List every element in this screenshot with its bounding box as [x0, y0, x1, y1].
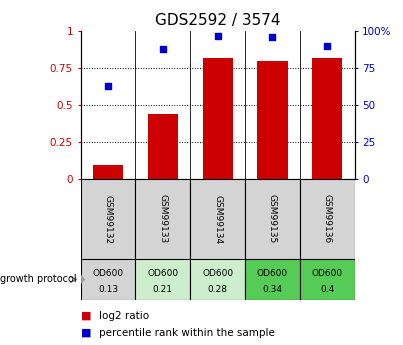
Title: GDS2592 / 3574: GDS2592 / 3574 — [155, 13, 280, 29]
Bar — [312, 58, 342, 179]
Text: GSM99136: GSM99136 — [323, 195, 332, 244]
Bar — [148, 114, 178, 179]
Bar — [190, 179, 245, 259]
Text: OD600: OD600 — [312, 269, 343, 278]
Text: OD600: OD600 — [202, 269, 233, 278]
Bar — [258, 61, 287, 179]
Bar — [245, 179, 300, 259]
Text: 0.4: 0.4 — [320, 285, 334, 294]
Point — [269, 34, 276, 40]
Text: OD600: OD600 — [147, 269, 179, 278]
Bar — [81, 179, 135, 259]
Text: 0.28: 0.28 — [208, 285, 228, 294]
Text: GSM99135: GSM99135 — [268, 195, 277, 244]
Bar — [300, 259, 355, 300]
Text: 0.21: 0.21 — [153, 285, 173, 294]
Text: GSM99133: GSM99133 — [158, 195, 167, 244]
Bar — [190, 259, 245, 300]
Text: 0.34: 0.34 — [262, 285, 283, 294]
Text: percentile rank within the sample: percentile rank within the sample — [99, 328, 274, 338]
Bar — [245, 259, 300, 300]
Bar — [81, 259, 135, 300]
Text: OD600: OD600 — [257, 269, 288, 278]
Point — [160, 46, 166, 52]
Point — [324, 43, 330, 49]
Text: OD600: OD600 — [92, 269, 124, 278]
Text: ■: ■ — [81, 328, 91, 338]
Bar — [135, 259, 190, 300]
Text: log2 ratio: log2 ratio — [99, 311, 149, 321]
Text: growth protocol: growth protocol — [0, 275, 77, 284]
Point — [214, 33, 221, 38]
Bar — [93, 165, 123, 179]
Text: GSM99132: GSM99132 — [104, 195, 112, 244]
Text: 0.13: 0.13 — [98, 285, 118, 294]
Text: GSM99134: GSM99134 — [213, 195, 222, 244]
Bar — [300, 179, 355, 259]
Bar — [203, 58, 233, 179]
Bar — [135, 179, 190, 259]
Polygon shape — [78, 271, 85, 288]
Point — [105, 83, 111, 89]
Text: ■: ■ — [81, 311, 91, 321]
